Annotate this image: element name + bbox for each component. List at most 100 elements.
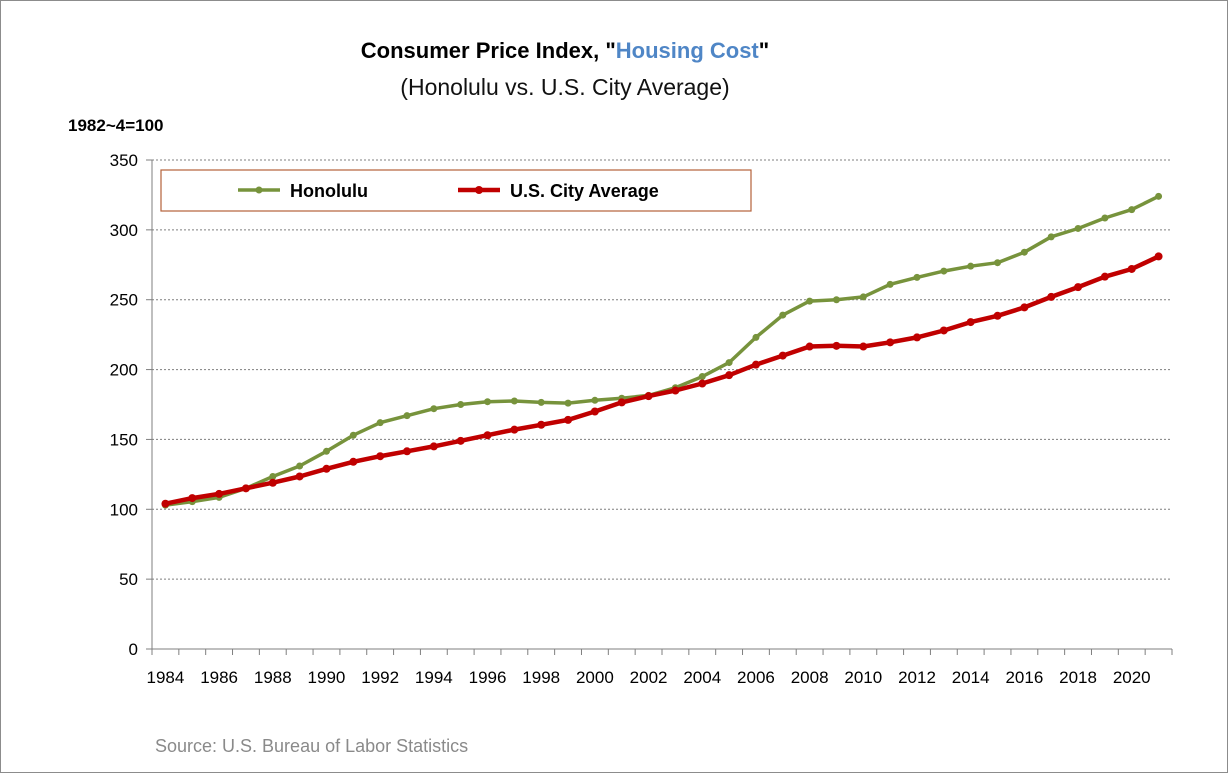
x-tick-label: 2006 — [737, 668, 775, 687]
x-tick-label: 1992 — [361, 668, 399, 687]
data-point-2 — [188, 494, 197, 503]
chart-subtitle: (Honolulu vs. U.S. City Average) — [400, 74, 730, 100]
data-point-1 — [484, 398, 492, 406]
x-tick-label: 1988 — [254, 668, 292, 687]
x-tick-label: 2008 — [791, 668, 829, 687]
data-point-1 — [859, 293, 867, 301]
x-tick-label: 2010 — [844, 668, 882, 687]
data-point-2 — [510, 425, 519, 434]
data-point-2 — [456, 436, 465, 445]
data-point-2 — [1127, 264, 1136, 273]
data-point-2 — [832, 341, 841, 350]
data-point-2 — [161, 499, 170, 508]
y-tick-label: 200 — [110, 361, 138, 380]
data-point-2 — [778, 351, 787, 360]
source-note: Source: U.S. Bureau of Labor Statistics — [155, 736, 469, 756]
x-tick-label: 1998 — [522, 668, 560, 687]
x-tick-label: 2020 — [1113, 668, 1151, 687]
data-point-2 — [725, 371, 734, 380]
data-point-2 — [644, 392, 653, 401]
data-point-2 — [966, 318, 975, 327]
y-tick-label: 250 — [110, 291, 138, 310]
y-tick-label: 50 — [119, 570, 138, 589]
data-point-2 — [1074, 283, 1083, 292]
data-point-1 — [322, 447, 330, 455]
legend-label-1: Honolulu — [290, 181, 368, 201]
data-point-1 — [806, 297, 814, 305]
x-tick-label: 2018 — [1059, 668, 1097, 687]
data-point-2 — [993, 311, 1002, 320]
data-point-1 — [913, 273, 921, 281]
data-point-2 — [617, 398, 626, 407]
data-point-2 — [376, 452, 385, 461]
data-point-1 — [886, 280, 894, 288]
data-point-2 — [1047, 292, 1056, 301]
data-point-1 — [779, 311, 787, 319]
data-point-1 — [1074, 224, 1082, 232]
data-point-1 — [376, 419, 384, 427]
x-tick-label: 1984 — [147, 668, 185, 687]
data-point-1 — [1128, 206, 1136, 214]
data-point-2 — [215, 489, 224, 498]
x-tick-label: 2000 — [576, 668, 614, 687]
data-point-1 — [832, 296, 840, 304]
data-point-2 — [349, 457, 358, 466]
data-point-2 — [564, 415, 573, 424]
data-point-1 — [403, 412, 411, 420]
data-point-1 — [1047, 233, 1055, 241]
x-tick-label: 2012 — [898, 668, 936, 687]
data-point-2 — [1154, 252, 1163, 261]
data-point-1 — [698, 373, 706, 381]
data-point-1 — [591, 396, 599, 404]
data-point-1 — [510, 397, 518, 405]
data-point-1 — [967, 262, 975, 270]
data-point-2 — [590, 407, 599, 416]
x-tick-label: 2014 — [952, 668, 990, 687]
data-point-2 — [886, 338, 895, 347]
legend-marker-2 — [475, 186, 483, 194]
y-axis-unit-label: 1982~4=100 — [68, 116, 164, 135]
x-tick-label: 2016 — [1005, 668, 1043, 687]
data-point-1 — [940, 267, 948, 275]
title-suffix: " — [758, 38, 770, 63]
y-tick-label: 300 — [110, 221, 138, 240]
data-point-1 — [752, 333, 760, 341]
data-point-1 — [457, 401, 465, 408]
x-tick-label: 1986 — [200, 668, 238, 687]
data-point-1 — [269, 472, 277, 480]
legend-marker-1 — [255, 186, 263, 194]
data-point-2 — [295, 472, 304, 481]
data-point-2 — [483, 431, 492, 440]
y-tick-label: 350 — [110, 151, 138, 170]
data-point-2 — [671, 386, 680, 395]
x-tick-label: 2004 — [683, 668, 721, 687]
x-tick-label: 1994 — [415, 668, 453, 687]
data-point-1 — [1155, 192, 1163, 200]
chart-title: Consumer Price Index, "Housing Cost" — [0, 38, 1130, 64]
x-tick-label: 1996 — [469, 668, 507, 687]
data-point-1 — [296, 462, 304, 470]
x-tick-label: 1990 — [308, 668, 346, 687]
data-point-1 — [564, 399, 572, 407]
data-point-2 — [859, 342, 868, 351]
data-point-1 — [349, 431, 357, 439]
title-highlight: Housing Cost — [615, 38, 759, 63]
data-point-2 — [698, 379, 707, 388]
legend-label-2: U.S. City Average — [510, 181, 659, 201]
x-tick-label: 2002 — [630, 668, 668, 687]
data-point-2 — [537, 420, 546, 429]
data-point-2 — [1020, 303, 1029, 312]
data-point-2 — [241, 484, 250, 493]
data-point-1 — [430, 405, 438, 413]
data-point-2 — [429, 442, 438, 451]
data-point-2 — [403, 447, 411, 456]
y-tick-label: 150 — [110, 430, 138, 449]
data-point-2 — [268, 478, 277, 487]
y-tick-label: 100 — [110, 500, 138, 519]
series-line-1 — [165, 194, 1160, 507]
title-prefix: Consumer Price Index, " — [360, 38, 616, 63]
y-tick-label: 0 — [129, 640, 138, 659]
data-point-2 — [1100, 272, 1109, 281]
